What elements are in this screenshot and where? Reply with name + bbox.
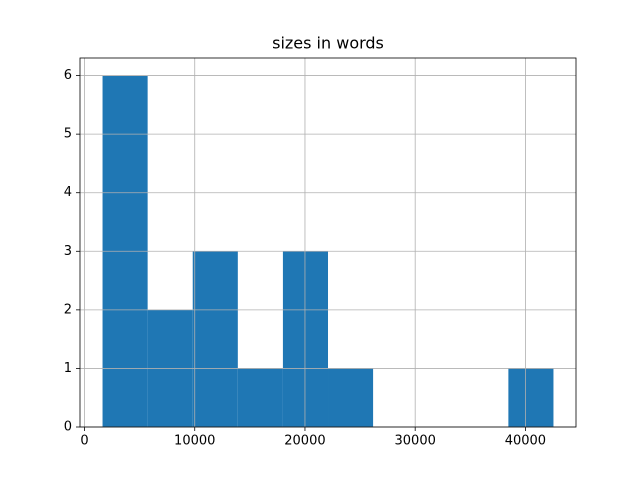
bar	[508, 368, 554, 427]
x-tick-label: 0	[80, 434, 88, 449]
bar	[192, 251, 238, 427]
y-tick-label: 5	[64, 127, 72, 142]
y-tick-label: 4	[64, 185, 72, 200]
chart-title: sizes in words	[272, 34, 384, 53]
y-tick-label: 0	[64, 420, 72, 435]
y-tick-label: 1	[64, 361, 72, 376]
bar	[282, 251, 329, 427]
x-tick-label: 40000	[505, 434, 546, 449]
x-tick-label: 20000	[284, 434, 325, 449]
y-tick-label: 2	[64, 302, 72, 317]
x-tick-label: 10000	[174, 434, 215, 449]
plot-frame	[79, 57, 577, 428]
bar	[237, 368, 283, 427]
y-tick-label: 6	[64, 68, 72, 83]
x-tick-label: 30000	[395, 434, 436, 449]
y-tick-label: 3	[64, 244, 72, 259]
bar	[328, 368, 374, 427]
